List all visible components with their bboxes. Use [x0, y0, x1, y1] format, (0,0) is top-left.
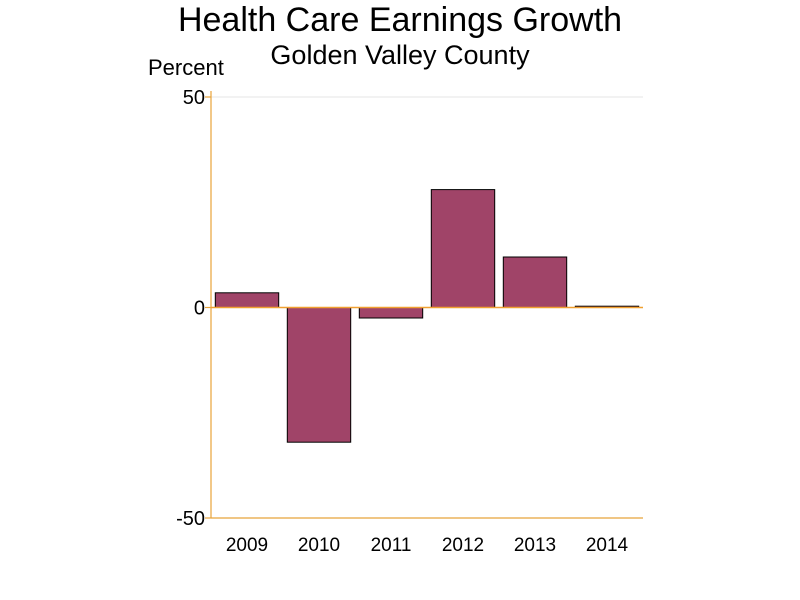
x-tick-label: 2013 [514, 535, 556, 556]
bar-2013 [502, 256, 568, 308]
x-tick-label: 2010 [298, 535, 340, 556]
bar-2009 [214, 292, 280, 308]
x-tick-labels: 2009 2010 2011 2012 2013 2014 [226, 535, 629, 556]
y-tick-labels: -50 0 50 [176, 87, 205, 530]
y-tick-label: 50 [183, 87, 205, 109]
x-tick-label: 2014 [586, 535, 629, 556]
x-tick-label: 2011 [371, 535, 412, 556]
bar-2011 [358, 307, 424, 319]
y-axis-label: Percent [148, 55, 224, 80]
axes [205, 91, 643, 519]
x-tick-label: 2012 [442, 535, 484, 556]
y-tick-label: 0 [194, 298, 205, 320]
x-tick-label: 2009 [226, 535, 268, 556]
y-tick-label: -50 [176, 508, 205, 530]
chart-title: Health Care Earnings Growth [177, 1, 623, 39]
bar-2012 [430, 189, 496, 309]
bar-2010 [286, 307, 352, 443]
chart-subtitle: Golden Valley County [270, 40, 530, 70]
bars [214, 189, 640, 443]
